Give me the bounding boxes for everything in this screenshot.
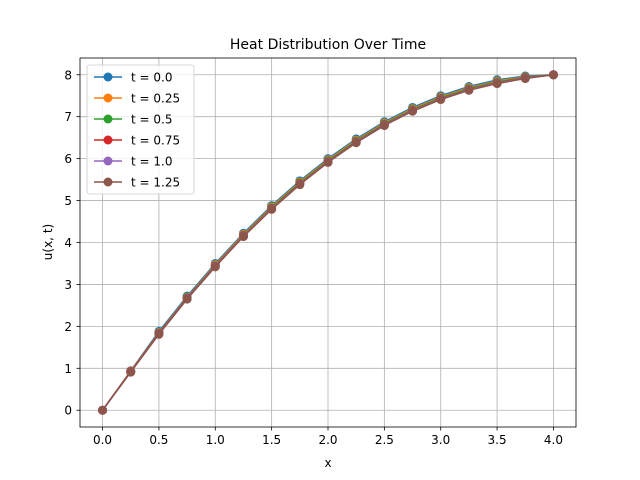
x-tick-label: 1.5: [262, 433, 281, 447]
series-point: [408, 106, 418, 116]
legend-marker: [103, 72, 113, 82]
y-tick-label: 5: [64, 194, 72, 208]
x-tick-label: 2.0: [318, 433, 337, 447]
series-point: [154, 329, 164, 339]
legend: t = 0.0 t = 0.25 t = 0.5 t = 0.75 t = 1.0 t =…: [86, 64, 195, 195]
legend-marker: [103, 114, 113, 124]
legend-entry: t = 1.0: [94, 155, 172, 169]
series-point: [295, 180, 305, 190]
x-tick-label: 0.0: [93, 433, 112, 447]
series-point: [351, 138, 361, 148]
series-point: [182, 294, 192, 304]
x-tick-label: 2.5: [375, 433, 394, 447]
series-5: [98, 70, 558, 415]
chart-title: Heat Distribution Over Time: [230, 37, 426, 53]
series-point: [548, 70, 558, 80]
legend-label: t = 0.25: [131, 92, 180, 106]
legend-entry: t = 0.75: [94, 134, 180, 148]
legend-label: t = 0.0: [131, 71, 172, 85]
legend-marker: [103, 93, 113, 103]
series-point: [126, 367, 136, 377]
x-tick-label: 0.5: [149, 433, 168, 447]
y-tick-label: 7: [64, 110, 72, 124]
legend-entry: t = 0.0: [94, 71, 172, 85]
x-axis-label: x: [324, 456, 331, 470]
x-tick-label: 3.0: [431, 433, 450, 447]
x-tick-label: 3.5: [488, 433, 507, 447]
y-tick-label: 6: [64, 152, 72, 166]
series-point: [267, 204, 277, 214]
series-layer: [98, 70, 558, 415]
y-axis: 0 1 2 3 4 5 6 7 8: [64, 68, 80, 418]
series-point: [464, 85, 474, 95]
y-tick-label: 2: [64, 320, 72, 334]
series-point: [323, 157, 333, 167]
series-point: [379, 121, 389, 131]
series-point: [520, 74, 530, 84]
series-point: [238, 232, 248, 242]
y-tick-label: 4: [64, 236, 72, 250]
series-point: [436, 95, 446, 105]
legend-entry: t = 0.25: [94, 92, 180, 106]
legend-marker: [103, 156, 113, 166]
legend-label: t = 1.0: [131, 155, 172, 169]
y-tick-label: 0: [64, 404, 72, 418]
legend-label: t = 0.5: [131, 113, 172, 127]
x-axis: 0.0 0.5 1.0 1.5 2.0 2.5 3.0 3.5 4.0: [93, 427, 563, 447]
y-tick-label: 3: [64, 278, 72, 292]
series-point: [98, 405, 108, 415]
legend-marker: [103, 135, 113, 145]
legend-label: t = 1.25: [131, 176, 180, 190]
y-axis-label: u(x, t): [41, 224, 55, 260]
series-point: [210, 262, 220, 272]
series-point: [492, 79, 502, 89]
legend-entry: t = 1.25: [94, 176, 180, 190]
legend-marker: [103, 177, 113, 187]
legend-entry: t = 0.5: [94, 113, 172, 127]
legend-label: t = 0.75: [131, 134, 180, 148]
y-tick-label: 1: [64, 362, 72, 376]
y-tick-label: 8: [64, 68, 72, 82]
x-tick-label: 1.0: [206, 433, 225, 447]
x-tick-label: 4.0: [544, 433, 563, 447]
